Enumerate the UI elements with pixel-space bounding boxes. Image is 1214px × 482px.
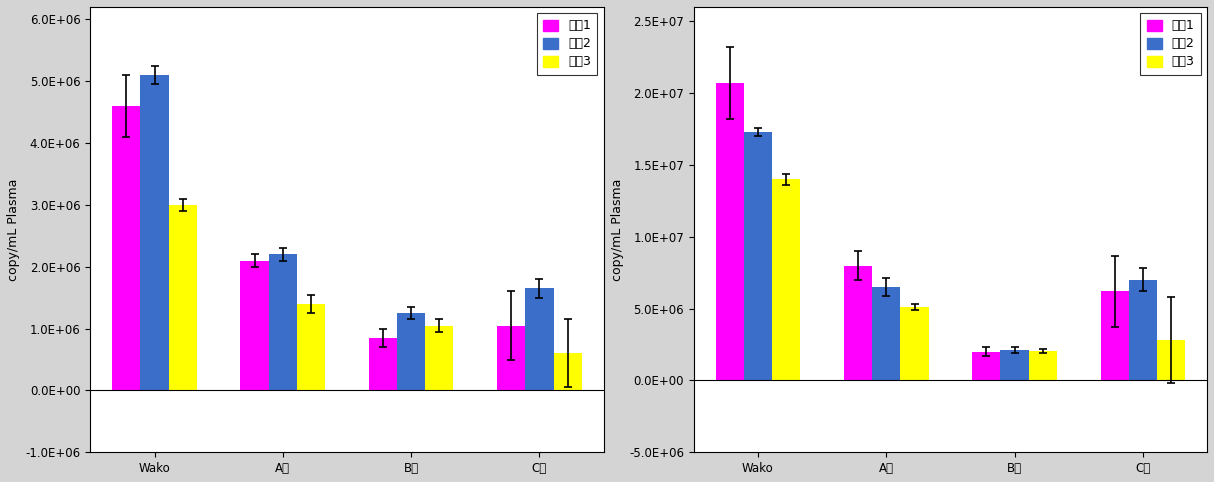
Bar <box>141 75 169 390</box>
Bar <box>268 254 297 390</box>
Y-axis label: copy/mL Plasma: copy/mL Plasma <box>7 178 19 281</box>
Bar <box>1101 292 1129 380</box>
Bar <box>1000 350 1028 380</box>
Bar <box>901 307 929 380</box>
Bar <box>715 83 744 380</box>
Bar <box>240 261 268 390</box>
Bar <box>772 179 800 380</box>
Bar <box>369 338 397 390</box>
Y-axis label: copy/mL Plasma: copy/mL Plasma <box>611 178 624 281</box>
Bar <box>972 352 1000 380</box>
Bar <box>397 313 425 390</box>
Bar <box>112 106 141 390</box>
Bar <box>169 205 197 390</box>
Bar <box>425 325 454 390</box>
Bar <box>844 266 872 380</box>
Bar <box>1157 340 1185 380</box>
Bar <box>497 325 526 390</box>
Bar <box>554 353 582 390</box>
Bar <box>526 288 554 390</box>
Bar <box>297 304 325 390</box>
Legend: 検体1, 検体2, 検体3: 検体1, 検体2, 検体3 <box>1140 13 1201 75</box>
Bar <box>1129 280 1157 380</box>
Legend: 検体1, 検体2, 検体3: 検体1, 検体2, 検体3 <box>537 13 597 75</box>
Bar <box>872 287 901 380</box>
Bar <box>744 132 772 380</box>
Bar <box>1028 351 1057 380</box>
